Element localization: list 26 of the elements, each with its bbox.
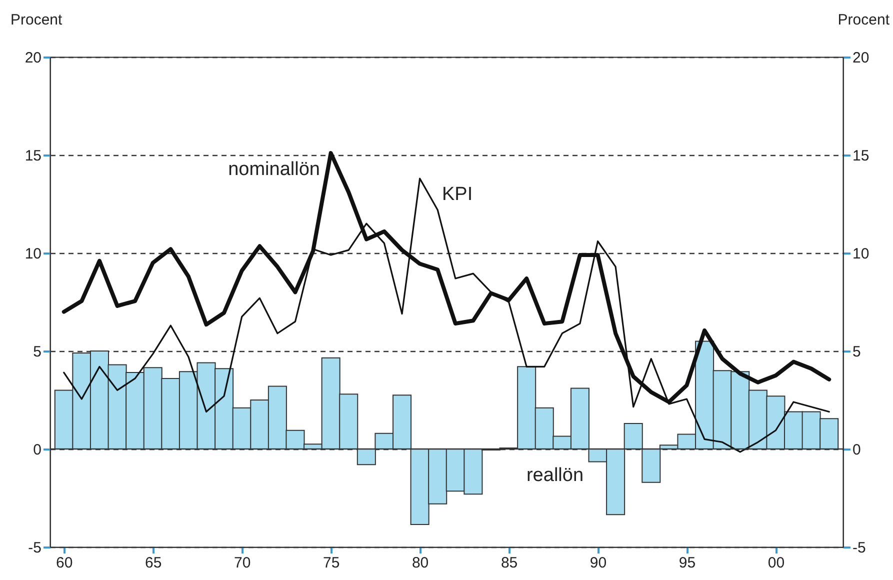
x-tick-label: 90 — [590, 554, 607, 572]
x-tick-label: 85 — [500, 554, 518, 572]
x-tick-label: 65 — [145, 554, 162, 572]
y-tick-label: 10 — [24, 246, 42, 262]
x-tick-label: 60 — [56, 554, 73, 572]
y-tick-label: 0 — [33, 442, 42, 458]
series-label: KPI — [442, 184, 473, 205]
series-label: nominallön — [228, 159, 320, 180]
series-label: reallön — [526, 465, 584, 486]
y-tick-label: 5 — [33, 344, 42, 360]
x-tick-label: 80 — [412, 554, 429, 572]
x-tick-label: 75 — [322, 554, 340, 572]
y-tick-label: -5 — [28, 540, 42, 556]
y2-tick-label: 10 — [852, 246, 870, 262]
y-tick-label: 20 — [24, 50, 42, 66]
x-tick-label: 70 — [234, 554, 251, 572]
y-tick-label: 15 — [24, 148, 42, 164]
x-tick-label: 00 — [768, 554, 785, 572]
y2-tick-label: 5 — [852, 344, 861, 360]
y2-axis-title: Procent — [838, 12, 890, 28]
y2-tick-label: -5 — [852, 540, 866, 556]
y2-tick-label: 15 — [852, 148, 870, 164]
x-tick-label: 95 — [678, 554, 696, 572]
y2-tick-label: 20 — [852, 50, 870, 66]
y-axis-title: Procent — [10, 12, 64, 28]
y2-tick-label: 0 — [852, 442, 861, 458]
